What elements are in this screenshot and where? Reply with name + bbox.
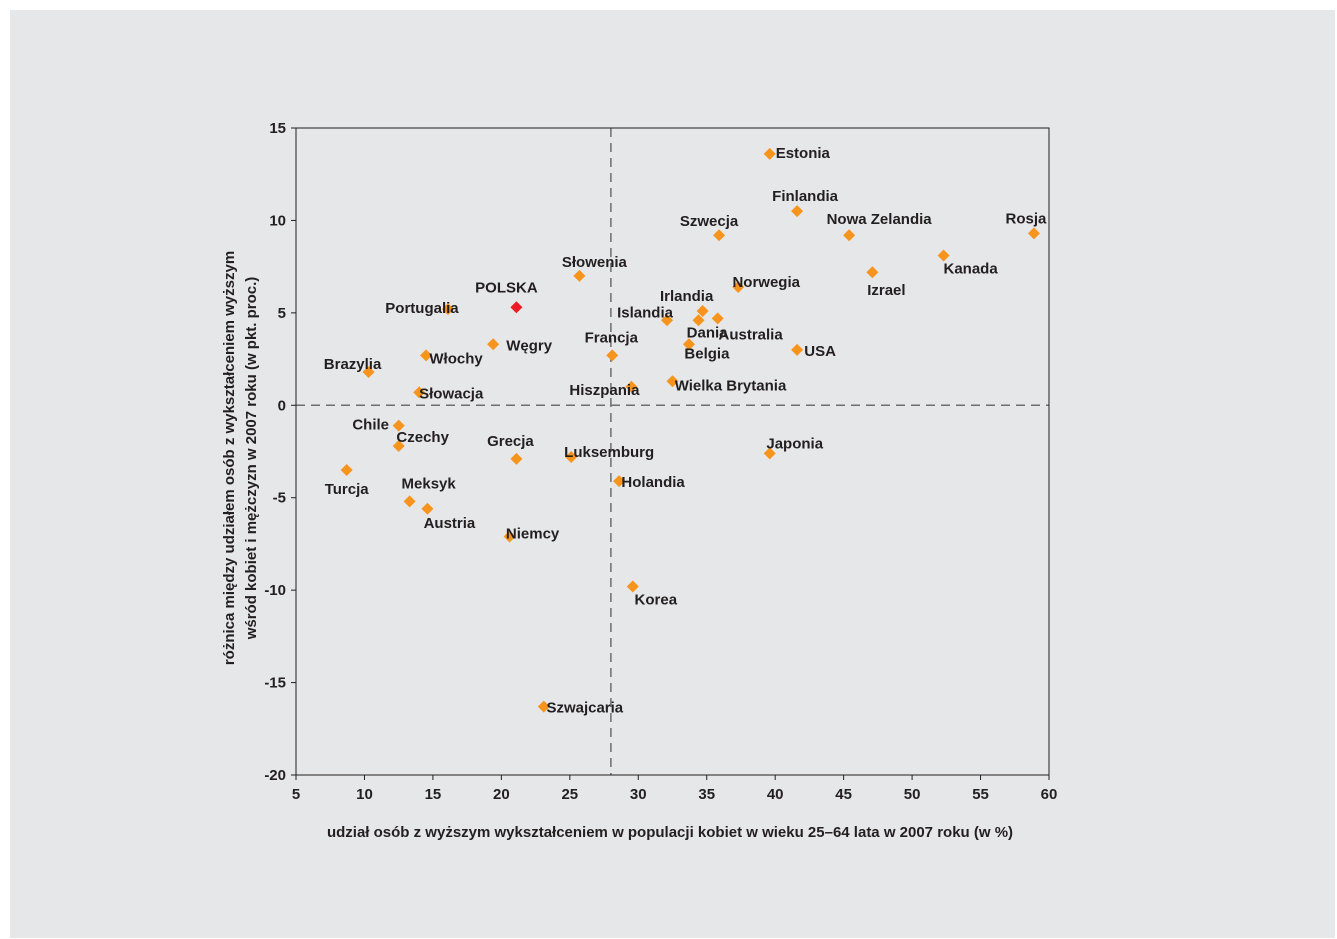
point-włochy xyxy=(420,349,433,362)
x-tick-label: 50 xyxy=(904,786,921,803)
scatter-chart: 5 10 15 20 25 30 35 40 45 50 55 60 -20 -15 -10 -5 0 5 10 15… xyxy=(221,120,1058,841)
point-szwecja xyxy=(713,229,726,242)
x-tick-label: 35 xyxy=(698,786,715,803)
x-tick-label: 20 xyxy=(493,786,510,803)
x-tick-label: 15 xyxy=(425,786,442,803)
x-tick-label: 30 xyxy=(630,786,647,803)
point-polska xyxy=(510,301,523,314)
point-label-chile: Chile xyxy=(352,417,389,434)
point-label-korea: Korea xyxy=(635,591,678,608)
point-wielka-brytania xyxy=(666,375,679,388)
point-luksemburg xyxy=(565,451,578,464)
point-label-węgry: Węgry xyxy=(506,337,553,354)
point-label-japonia: Japonia xyxy=(766,435,823,452)
point-label-holandia: Holandia xyxy=(621,474,685,491)
x-tick-label: 25 xyxy=(561,786,578,803)
point-label-włochy: Włochy xyxy=(429,350,483,367)
point-label-dania: Dania xyxy=(687,324,729,341)
point-korea xyxy=(626,580,639,593)
point-węgry xyxy=(487,338,500,351)
point-label-norwegia: Norwegia xyxy=(732,274,800,291)
point-słowenia xyxy=(573,269,586,282)
point-label-słowenia: Słowenia xyxy=(562,254,628,271)
point-label-meksyk: Meksyk xyxy=(402,475,457,492)
point-kanada xyxy=(937,249,950,262)
y-tick-label: 5 xyxy=(278,305,286,322)
y-axis-title-line-1: różnica między udziałem osób z wykształc… xyxy=(221,251,238,665)
point-label-australia: Australia xyxy=(719,326,784,343)
point-nowa-zelandia xyxy=(843,229,856,242)
point-holandia xyxy=(613,475,626,488)
point-chile xyxy=(392,419,405,432)
point-label-usa: USA xyxy=(804,343,836,360)
y-axis-title-line-2: wśród kobiet i mężczyzn w 2007 roku (w p… xyxy=(243,277,260,641)
point-label-estonia: Estonia xyxy=(776,145,831,162)
point-label-czechy: Czechy xyxy=(396,429,449,446)
x-tick-label: 45 xyxy=(835,786,852,803)
point-francja xyxy=(606,349,619,362)
point-norwegia xyxy=(732,280,745,293)
point-label-hiszpania: Hiszpania xyxy=(569,382,640,399)
point-turcja xyxy=(340,463,353,476)
point-słowacja xyxy=(413,386,426,399)
point-brazylia xyxy=(362,366,375,379)
point-label-polska: POLSKA xyxy=(475,279,538,296)
x-tick-label: 60 xyxy=(1041,786,1058,803)
x-tick-label: 55 xyxy=(972,786,989,803)
point-grecja xyxy=(510,452,523,465)
point-finlandia xyxy=(791,205,804,218)
point-label-belgia: Belgia xyxy=(684,345,730,362)
y-tick-label: 10 xyxy=(269,212,286,229)
point-austria xyxy=(421,502,434,515)
point-label-szwecja: Szwecja xyxy=(680,213,739,230)
point-label-portugalia: Portugalia xyxy=(385,300,459,317)
chart-panel: 5 10 15 20 25 30 35 40 45 50 55 60 -20 -15 -10 -5 0 5 10 15… xyxy=(10,10,1335,938)
point-irlandia xyxy=(696,305,709,318)
point-label-izrael: Izrael xyxy=(867,282,905,299)
point-label-grecja: Grecja xyxy=(487,433,534,450)
point-label-irlandia: Irlandia xyxy=(660,288,714,305)
point-label-słowacja: Słowacja xyxy=(419,385,484,402)
point-portugalia xyxy=(441,303,454,316)
x-axis-title: udział osób z wyższym wykształceniem w p… xyxy=(327,824,1013,841)
point-label-turcja: Turcja xyxy=(325,481,370,498)
point-label-brazylia: Brazylia xyxy=(324,356,382,373)
point-label-finlandia: Finlandia xyxy=(772,188,838,205)
y-tick-label: -15 xyxy=(264,675,286,692)
point-dania xyxy=(711,312,724,325)
y-tick-label: -10 xyxy=(264,582,286,599)
point-usa xyxy=(791,343,804,356)
point-rosja xyxy=(1027,227,1040,240)
y-tick-label: -20 xyxy=(264,767,286,784)
point-label-rosja: Rosja xyxy=(1006,210,1048,227)
x-tick-label: 40 xyxy=(767,786,784,803)
point-australia xyxy=(692,314,705,327)
point-label-islandia: Islandia xyxy=(617,304,674,321)
point-islandia xyxy=(661,314,674,327)
point-niemcy xyxy=(503,530,516,543)
point-label-austria: Austria xyxy=(424,515,476,532)
point-szwajcaria xyxy=(537,700,550,713)
point-label-kanada: Kanada xyxy=(943,261,998,278)
point-estonia xyxy=(763,147,776,160)
point-label-nowa-zelandia: Nowa Zelandia xyxy=(827,211,933,228)
point-label-wielka-brytania: Wielka Brytania xyxy=(675,377,787,394)
x-tick-label: 5 xyxy=(292,786,300,803)
point-label-niemcy: Niemcy xyxy=(506,526,560,543)
y-tick-label: 0 xyxy=(278,397,286,414)
plot-area xyxy=(295,127,1050,776)
x-tick-label: 10 xyxy=(356,786,373,803)
point-belgia xyxy=(682,338,695,351)
point-label-luksemburg: Luksemburg xyxy=(564,444,654,461)
point-label-francja: Francja xyxy=(585,329,639,346)
point-hiszpania xyxy=(625,380,638,393)
point-japonia xyxy=(763,447,776,460)
point-izrael xyxy=(866,266,879,279)
point-czechy xyxy=(392,439,405,452)
y-tick-label: -5 xyxy=(273,490,286,507)
point-meksyk xyxy=(403,495,416,508)
point-label-szwajcaria: Szwajcaria xyxy=(546,700,623,717)
y-tick-label: 15 xyxy=(269,120,286,137)
